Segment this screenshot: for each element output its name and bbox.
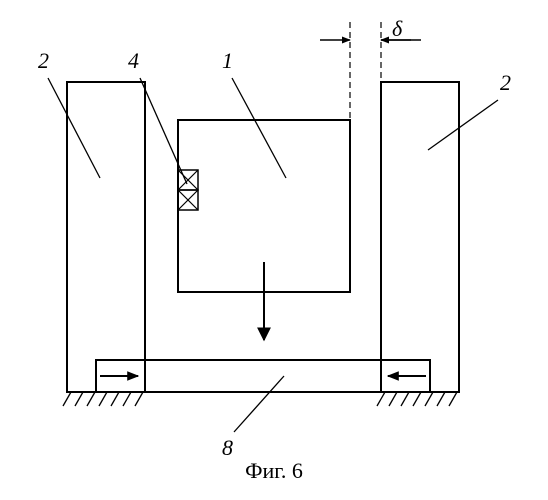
diagram-canvas: 22148δФиг. 6 — [0, 0, 548, 500]
label-2-right: 2 — [500, 70, 511, 96]
label-delta: δ — [392, 16, 402, 42]
label-4: 4 — [128, 48, 139, 74]
diagram-svg — [0, 0, 548, 500]
figure-caption: Фиг. 6 — [0, 458, 548, 484]
label-2-left: 2 — [38, 48, 49, 74]
label-1: 1 — [222, 48, 233, 74]
